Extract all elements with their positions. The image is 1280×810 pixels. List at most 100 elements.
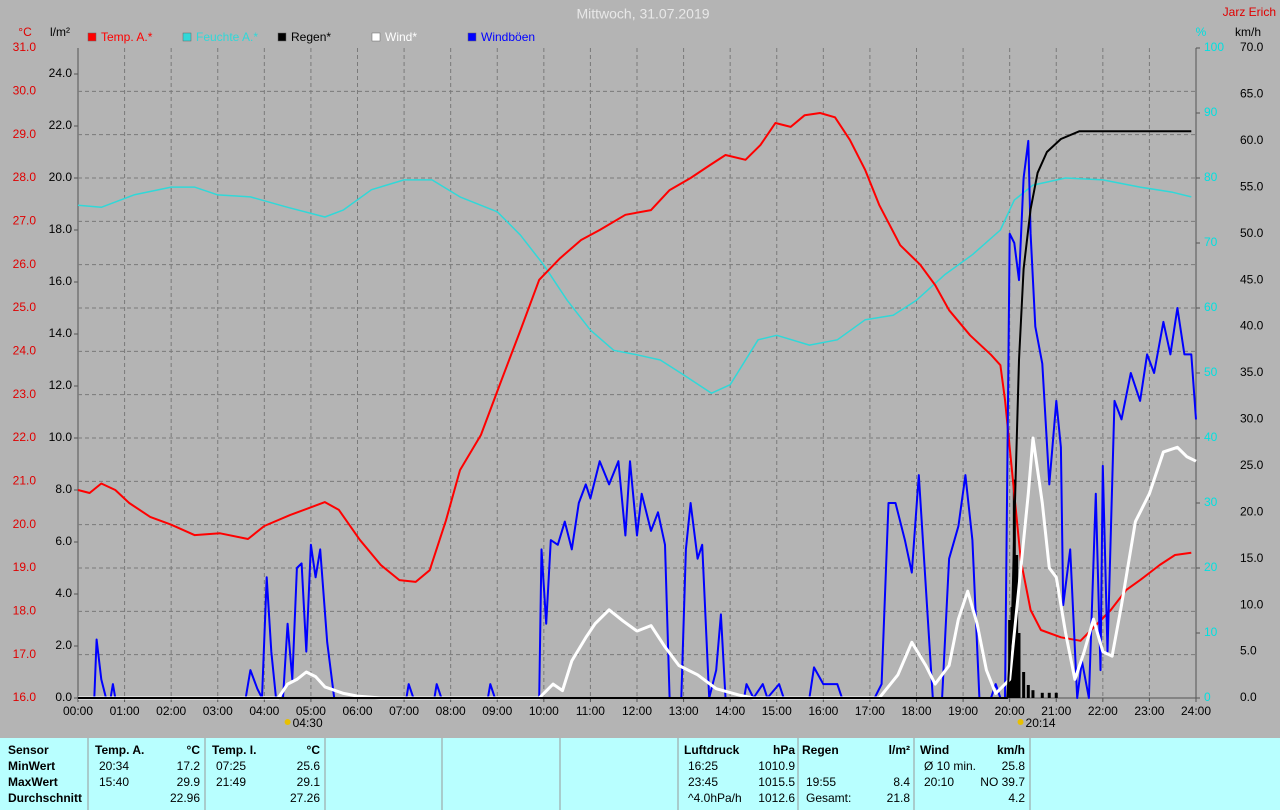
y-tick-label: 5.0 — [1240, 644, 1257, 658]
y-tick-label: 27.0 — [13, 214, 37, 228]
y-tick-label: 20 — [1204, 560, 1218, 574]
cell: 29.1 — [297, 775, 321, 789]
y-tick-label: 55.0 — [1240, 179, 1264, 193]
legend-swatch — [182, 32, 192, 42]
cell: 15:40 — [99, 775, 129, 789]
y-tick-label: 31.0 — [13, 40, 37, 54]
legend-label: Wind* — [385, 30, 417, 44]
cell: 25.6 — [297, 759, 321, 773]
background — [0, 0, 1280, 738]
row-label: Sensor — [8, 743, 49, 757]
y-tick-label: 20.0 — [1240, 504, 1264, 518]
cell: 1012.6 — [758, 791, 795, 805]
owner: Jarz Erich — [1223, 5, 1276, 19]
y-tick-label: 2.0 — [55, 638, 72, 652]
x-tick-label: 15:00 — [762, 704, 792, 718]
column-unit: km/h — [997, 743, 1025, 757]
column-unit: °C — [187, 743, 201, 757]
column-header: Temp. I. — [212, 743, 256, 757]
legend-swatch — [277, 32, 287, 42]
x-tick-label: 03:00 — [203, 704, 233, 718]
cell: 29.9 — [177, 775, 201, 789]
x-tick-label: 18:00 — [901, 704, 931, 718]
cell: 21.8 — [887, 791, 911, 805]
y-tick-label: 19.0 — [13, 560, 37, 574]
x-tick-label: 22:00 — [1088, 704, 1118, 718]
y-tick-label: 26.0 — [13, 257, 37, 271]
y-tick-label: 25.0 — [13, 300, 37, 314]
y-tick-label: 18.0 — [49, 222, 73, 236]
cell: NO 39.7 — [980, 775, 1025, 789]
x-tick-label: 01:00 — [110, 704, 140, 718]
column-header: Wind — [920, 743, 949, 757]
y-tick-label: 14.0 — [49, 326, 73, 340]
y-tick-label: 8.0 — [55, 482, 72, 496]
x-tick-label: 11:00 — [576, 704, 605, 718]
legend-label: Temp. A.* — [101, 30, 153, 44]
row-label: Durchschnitt — [8, 791, 82, 805]
x-tick-label: 23:00 — [1134, 704, 1164, 718]
row-label: MinWert — [8, 759, 55, 773]
cell: 16:25 — [688, 759, 718, 773]
y-tick-label: 45.0 — [1240, 272, 1264, 286]
y-tick-label: 29.0 — [13, 127, 37, 141]
column-unit: l/m² — [889, 743, 910, 757]
cell: 21:49 — [216, 775, 246, 789]
sun-marker — [1017, 719, 1024, 725]
y-tick-label: 16.0 — [13, 690, 37, 704]
series-line — [78, 130, 1192, 699]
y-tick-label: 20.0 — [13, 517, 37, 531]
y-tick-label: 30.0 — [13, 84, 37, 98]
y-tick-label: 23.0 — [13, 387, 37, 401]
y-tick-label: 10 — [1204, 625, 1218, 639]
x-tick-label: 19:00 — [948, 704, 978, 718]
legend-swatch — [467, 32, 477, 42]
y-tick-label: 50 — [1204, 365, 1218, 379]
legend-swatch — [371, 32, 381, 42]
y-tick-label: 21.0 — [13, 474, 37, 488]
cell: 1010.9 — [758, 759, 795, 773]
x-tick-label: 00:00 — [63, 704, 93, 718]
y-tick-label: 17.0 — [13, 647, 37, 661]
x-tick-label: 04:00 — [249, 704, 279, 718]
sun-label: 20:14 — [1026, 716, 1056, 730]
rain-bar — [1031, 690, 1035, 698]
unit-label: km/h — [1235, 25, 1261, 39]
series-line — [77, 112, 1192, 642]
y-tick-label: 90 — [1204, 105, 1218, 119]
rain-bar — [1022, 672, 1026, 698]
cell: 20:10 — [924, 775, 954, 789]
series-line — [78, 139, 1197, 699]
cell: 1015.5 — [758, 775, 795, 789]
column-header: Regen — [802, 743, 839, 757]
x-tick-label: 05:00 — [296, 704, 326, 718]
y-tick-label: 4.0 — [55, 586, 72, 600]
sun-label: 04:30 — [293, 716, 323, 730]
x-tick-label: 20:00 — [995, 704, 1025, 718]
column-header: Temp. A. — [95, 743, 144, 757]
series-line — [77, 177, 1192, 394]
y-tick-label: 6.0 — [55, 534, 72, 548]
y-tick-label: 60.0 — [1240, 133, 1264, 147]
legend-label: Windböen — [481, 30, 535, 44]
cell: 4.2 — [1008, 791, 1025, 805]
cell: 23:45 — [688, 775, 718, 789]
y-tick-label: 10.0 — [1240, 597, 1264, 611]
y-tick-label: 18.0 — [13, 604, 37, 618]
rain-bar — [1012, 479, 1016, 698]
cell: Ø 10 min. — [924, 759, 976, 773]
x-tick-label: 02:00 — [156, 704, 186, 718]
y-tick-label: 25.0 — [1240, 458, 1264, 472]
table-background — [0, 738, 1280, 810]
y-tick-label: 16.0 — [49, 274, 73, 288]
unit-label: % — [1196, 25, 1207, 39]
rain-bar — [1015, 555, 1019, 698]
cell: 22.96 — [170, 791, 200, 805]
y-tick-label: 15.0 — [1240, 551, 1264, 565]
legend-label: Regen* — [291, 30, 331, 44]
cell: 19:55 — [806, 775, 836, 789]
column-header: Luftdruck — [684, 743, 740, 757]
y-tick-label: 65.0 — [1240, 87, 1264, 101]
